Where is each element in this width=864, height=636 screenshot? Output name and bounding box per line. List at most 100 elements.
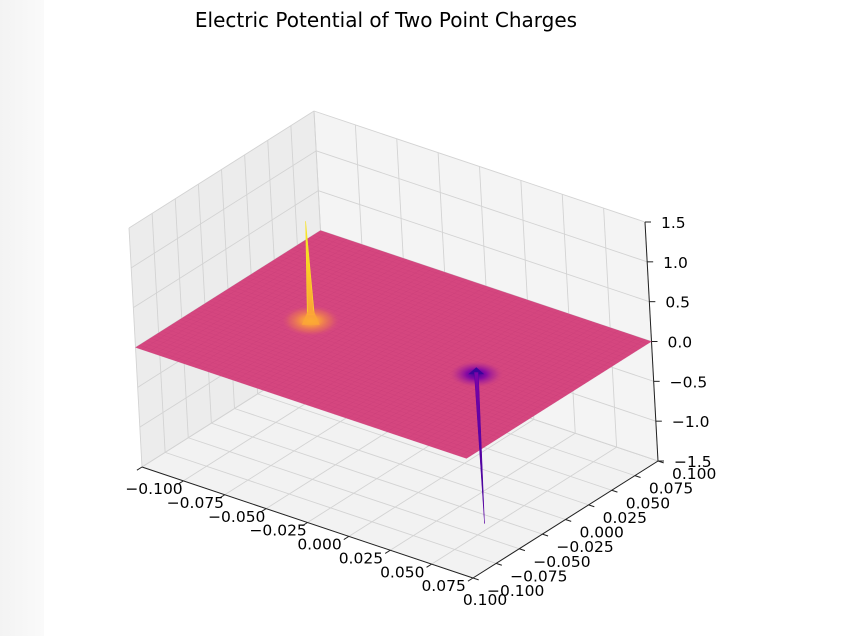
grid-line-y-floor bbox=[211, 422, 543, 535]
x-tick-mark bbox=[343, 535, 350, 541]
surface-mesh-line bbox=[320, 292, 506, 410]
z-tick-label: 0.5 bbox=[665, 294, 690, 312]
surface-mesh-line bbox=[287, 251, 619, 363]
surface-mesh-line bbox=[309, 237, 641, 349]
x-tick-mark bbox=[136, 466, 143, 471]
surface-mesh-line bbox=[272, 260, 604, 373]
surface-mesh-line bbox=[307, 288, 493, 406]
surface-mesh-line bbox=[439, 332, 626, 450]
potential-surface bbox=[135, 221, 652, 524]
x-tick-mark bbox=[302, 522, 308, 527]
z-tick-label: 1.0 bbox=[663, 254, 688, 272]
z-tick-label: −0.5 bbox=[670, 373, 708, 391]
surface-mesh-line bbox=[246, 277, 578, 389]
y-tick-label: 0.075 bbox=[649, 480, 693, 498]
x-tick-label: −0.025 bbox=[249, 522, 306, 540]
y-tick-label: 0.100 bbox=[672, 465, 716, 483]
z-tick-label: 0.0 bbox=[668, 334, 693, 352]
x-tick-label: 0.100 bbox=[463, 591, 507, 609]
surface-mesh-line bbox=[327, 294, 513, 413]
z-tick-label: −1.5 bbox=[674, 453, 712, 471]
x-tick-label: −0.100 bbox=[125, 480, 182, 498]
grid-line-z-backwall bbox=[313, 110, 646, 223]
x-tick-mark bbox=[426, 563, 432, 568]
surface-mesh-line bbox=[413, 323, 599, 441]
surface-mesh-line bbox=[239, 281, 571, 394]
surface-mesh-line bbox=[279, 256, 611, 368]
y-tick-mark bbox=[611, 489, 618, 493]
grid-line-z-leftwall bbox=[130, 150, 317, 269]
surface-mesh-line bbox=[340, 299, 526, 417]
grid-line-y-floor bbox=[234, 408, 566, 520]
y-tick-label: 0.000 bbox=[580, 524, 624, 542]
y-tick-mark bbox=[495, 562, 502, 566]
surface-mesh-line bbox=[347, 301, 533, 419]
positive-charge-base bbox=[301, 310, 320, 325]
x-tick-label: 0.000 bbox=[297, 536, 341, 554]
x-tick-label: −0.050 bbox=[208, 508, 265, 526]
surface-mesh-line bbox=[334, 296, 520, 415]
tick-labels: −0.100−0.075−0.050−0.0250.0000.0250.0500… bbox=[125, 214, 716, 609]
grid-line-z-backwall bbox=[318, 190, 650, 303]
left-gutter bbox=[0, 0, 44, 636]
y-tick-label: −0.025 bbox=[556, 538, 613, 556]
surface-mesh-line bbox=[227, 288, 560, 401]
grid-line-z-leftwall bbox=[128, 110, 315, 229]
y-tick-label: −0.050 bbox=[533, 553, 590, 571]
surface-mesh-line bbox=[257, 270, 589, 382]
x-tick-mark bbox=[219, 494, 226, 499]
y-tick-label: −0.100 bbox=[487, 582, 544, 600]
negative-charge-spike bbox=[474, 372, 485, 524]
x-tick-label: −0.075 bbox=[167, 494, 224, 512]
surface-mesh-line bbox=[353, 303, 540, 421]
surface-mesh-line bbox=[283, 253, 615, 366]
surface-mesh-line bbox=[320, 230, 652, 342]
x-tick-mark bbox=[178, 480, 184, 485]
surface-mesh-line bbox=[231, 286, 563, 398]
x-tick-label: 0.025 bbox=[339, 549, 383, 567]
x-tick-label: 0.075 bbox=[421, 577, 465, 595]
y-tick-mark bbox=[542, 533, 549, 537]
grid-line-z-leftwall bbox=[133, 190, 319, 309]
surface-mesh-line bbox=[313, 235, 645, 347]
surface-mesh-line bbox=[433, 330, 619, 448]
x-tick-label: 0.050 bbox=[380, 563, 424, 581]
chart-title: Electric Potential of Two Point Charges bbox=[195, 8, 577, 32]
y-tick-mark bbox=[472, 577, 479, 581]
surface-mesh-line bbox=[298, 244, 630, 356]
y-tick-mark bbox=[634, 475, 641, 479]
surface-mesh-line bbox=[290, 249, 622, 361]
surface-mesh-line bbox=[276, 258, 608, 370]
y-tick-label: 0.025 bbox=[603, 509, 647, 527]
surface-mesh-line bbox=[301, 242, 634, 354]
y-tick-mark bbox=[519, 548, 526, 552]
surface-mesh-line bbox=[264, 265, 597, 377]
y-tick-label: 0.050 bbox=[626, 494, 670, 512]
grid-line-z-backwall bbox=[316, 150, 648, 263]
surface-mesh-line bbox=[316, 232, 648, 345]
y-tick-mark bbox=[565, 519, 572, 522]
negative-charge-rim bbox=[468, 367, 485, 375]
surface-mesh-line bbox=[305, 239, 637, 352]
surface-mesh-line bbox=[235, 284, 567, 396]
z-tick-label: −1.0 bbox=[672, 413, 710, 431]
surface-mesh-line bbox=[420, 325, 606, 444]
surface-mesh-line bbox=[268, 263, 600, 375]
surface-mesh-line bbox=[446, 334, 632, 452]
surface-mesh-line bbox=[314, 290, 500, 408]
surface-mesh-line bbox=[242, 279, 574, 391]
surface-mesh-line bbox=[426, 328, 612, 446]
z-tick-label: 1.5 bbox=[661, 214, 686, 232]
surface-mesh-line bbox=[294, 246, 626, 359]
grid-line-y-floor bbox=[188, 437, 520, 550]
surface-mesh-line bbox=[466, 341, 652, 459]
surface-mesh-line bbox=[360, 305, 546, 424]
y-tick-label: −0.075 bbox=[510, 567, 567, 585]
surface-mesh-line bbox=[250, 274, 582, 387]
x-tick-mark bbox=[467, 577, 474, 582]
x-tick-mark bbox=[260, 508, 267, 513]
surface-mesh-line bbox=[453, 336, 639, 455]
x-tick-mark bbox=[384, 549, 391, 554]
surface-mesh-line bbox=[459, 339, 645, 457]
